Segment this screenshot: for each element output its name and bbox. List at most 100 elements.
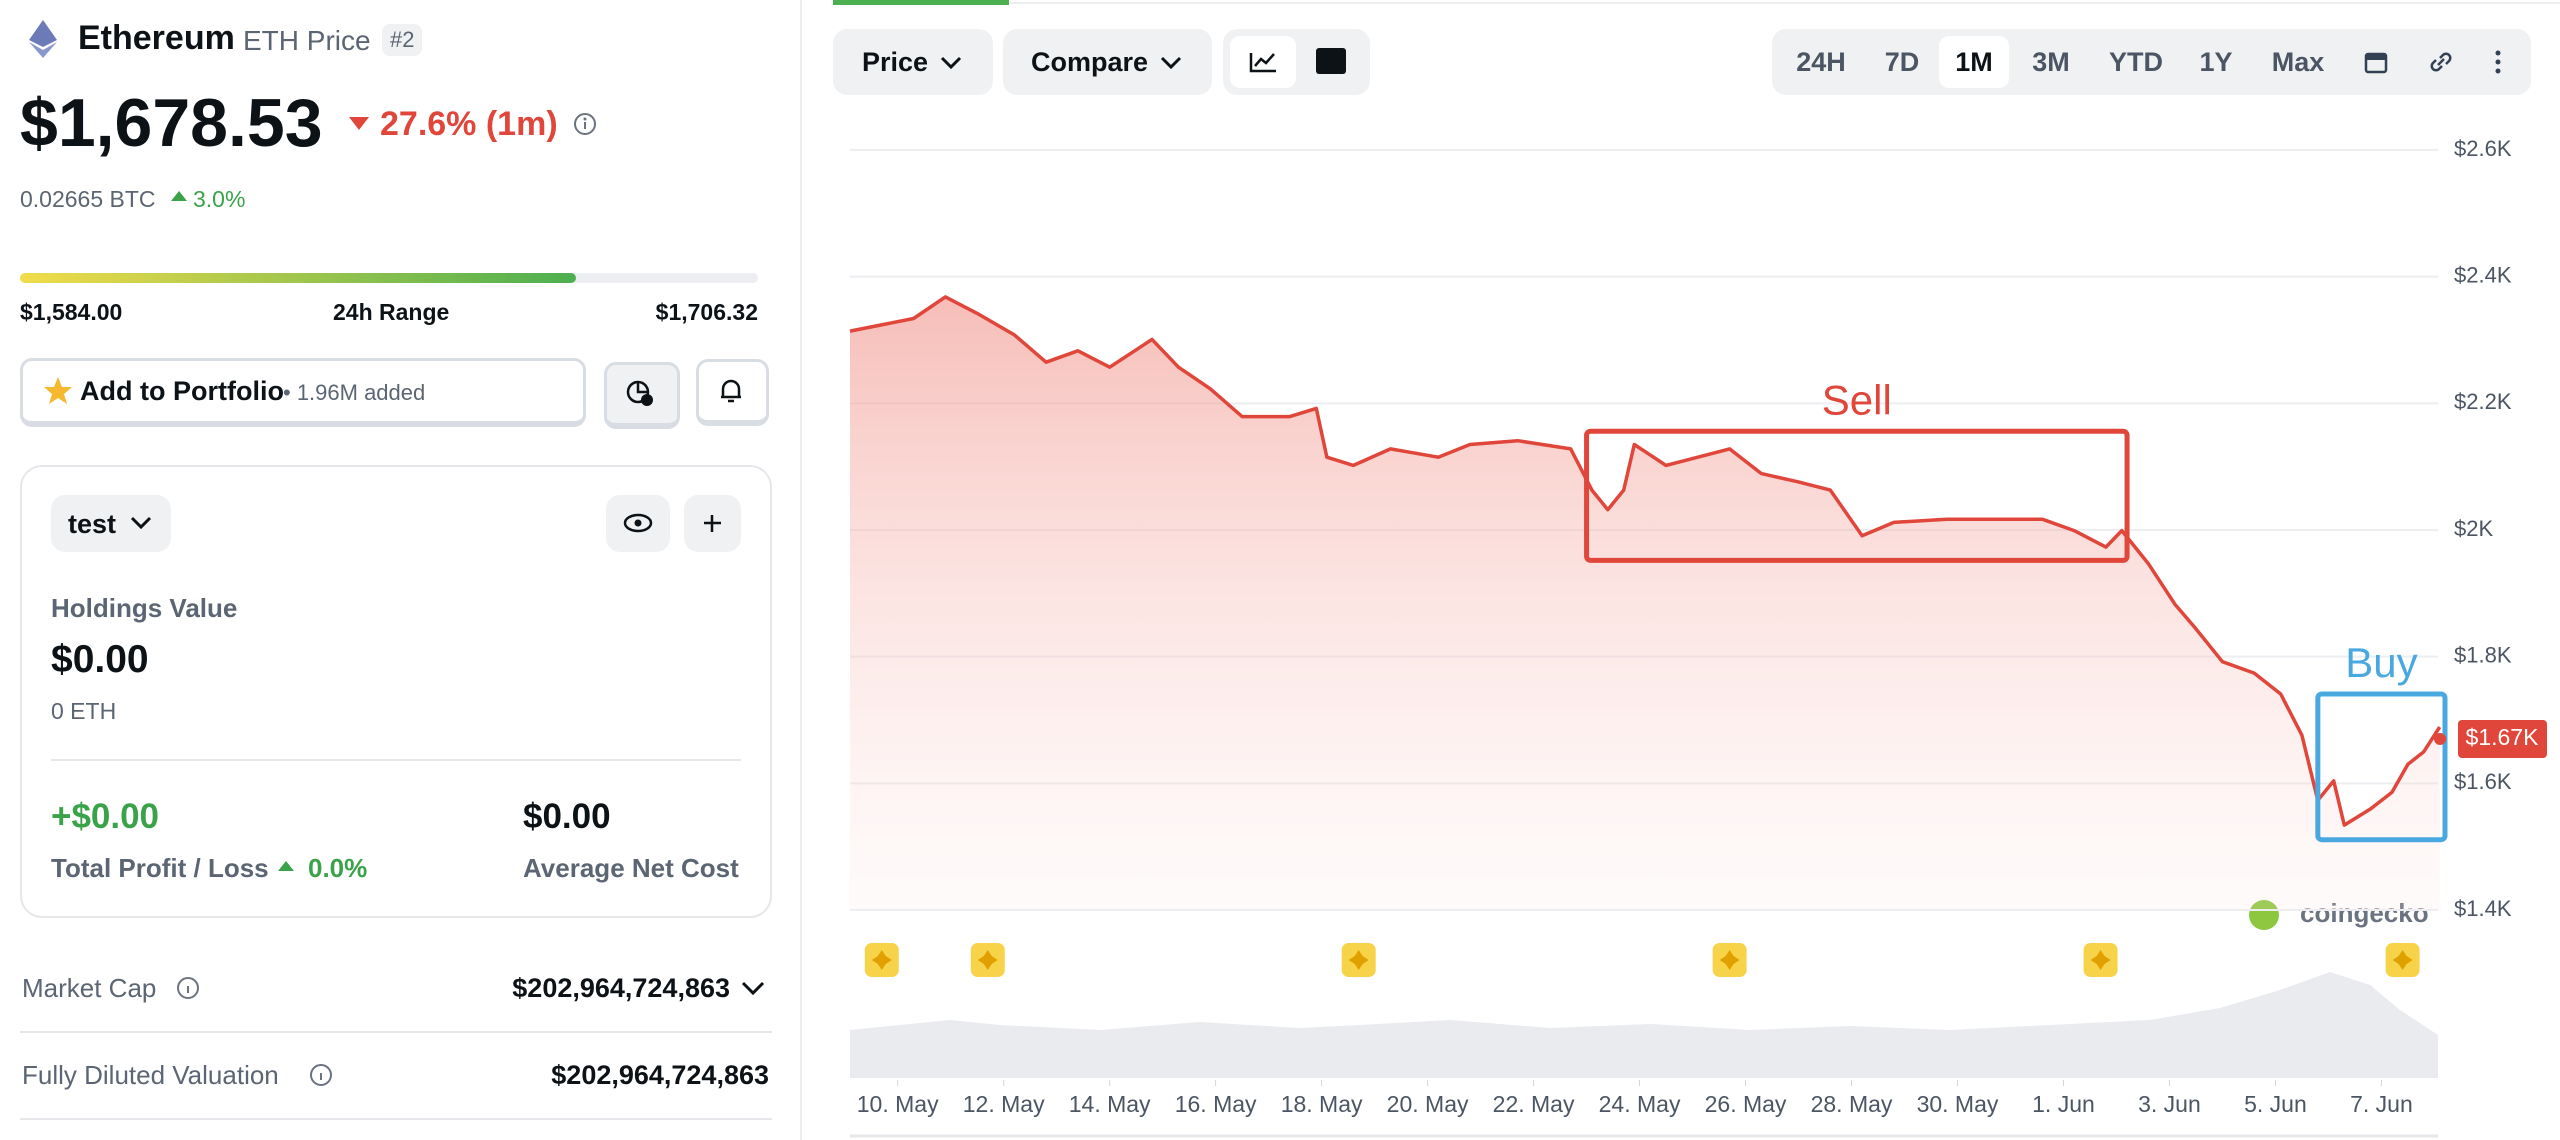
y-tick-label: $1.6K xyxy=(2454,769,2512,794)
range-high: $1,706.32 xyxy=(655,299,758,325)
x-tick-label: 14. May xyxy=(1069,1091,1151,1117)
price-button[interactable] xyxy=(833,29,993,95)
tab-indicator xyxy=(833,0,1009,5)
eth-icon xyxy=(29,20,57,58)
chevron[interactable] xyxy=(741,980,765,996)
volume-area xyxy=(850,972,2438,1078)
up-arrow xyxy=(278,861,294,871)
stat-label: Fully Diluted Valuation xyxy=(22,1060,279,1090)
y-tick-label: $2.6K xyxy=(2454,136,2512,161)
event-star xyxy=(1719,950,1740,970)
top-border xyxy=(833,2,2560,4)
price: $1,678.53 xyxy=(20,85,323,161)
link-button[interactable] xyxy=(2425,46,2457,78)
info-icon[interactable] xyxy=(308,1062,334,1088)
holdings-amount: 0 ETH xyxy=(51,698,117,724)
plus-icon xyxy=(704,515,721,532)
divider xyxy=(20,1031,772,1033)
range-button[interactable]: 1M xyxy=(1939,36,2009,88)
price-line xyxy=(849,295,2442,827)
eye-button[interactable] xyxy=(606,495,670,552)
annotation-box xyxy=(1584,428,2130,563)
price-marker xyxy=(2458,720,2547,758)
avg-value: $0.00 xyxy=(523,797,611,836)
more-button[interactable] xyxy=(2486,46,2510,78)
y-tick-label: $1.4K xyxy=(2454,896,2512,921)
pl-change: 0.0% xyxy=(308,853,368,883)
coin-name: Ethereum xyxy=(78,19,235,57)
line-icon xyxy=(1249,53,1276,73)
portfolio-chart-button[interactable] xyxy=(604,362,680,429)
stat-value: $202,964,724,863 xyxy=(551,1060,769,1090)
price-area xyxy=(850,296,2440,910)
annotation-label: Buy xyxy=(2345,639,2417,686)
stat-label: Market Cap xyxy=(22,973,157,1003)
x-tick-label: 22. May xyxy=(1493,1091,1575,1117)
x-tick-label: 16. May xyxy=(1175,1091,1257,1117)
pl-value: +$0.00 xyxy=(51,797,160,836)
range-fill xyxy=(20,273,576,283)
tradingview-button[interactable] xyxy=(1316,48,1346,74)
pl-label: Total Profit / Loss xyxy=(51,853,269,883)
range-button[interactable]: 1Y xyxy=(2199,47,2233,77)
holdings-label: Holdings Value xyxy=(51,593,238,623)
portfolio-name: test xyxy=(68,509,117,539)
x-tick-label: 5. Jun xyxy=(2244,1091,2307,1117)
star-icon xyxy=(44,377,72,404)
chevron xyxy=(130,516,152,530)
divider xyxy=(20,1118,772,1120)
range-button[interactable]: YTD xyxy=(2109,47,2163,77)
range-low: $1,584.00 xyxy=(20,299,123,325)
add-button[interactable] xyxy=(684,495,741,552)
portfolio-card xyxy=(20,465,772,918)
x-tick-label: 30. May xyxy=(1917,1091,1999,1117)
add-portfolio-label: Add to Portfolio xyxy=(80,376,284,406)
y-tick-label: $2.4K xyxy=(2454,262,2512,287)
x-tick-label: 18. May xyxy=(1281,1091,1363,1117)
alert-button[interactable] xyxy=(696,359,769,426)
event-star xyxy=(2090,950,2111,970)
x-tick-label: 3. Jun xyxy=(2138,1091,2201,1117)
compare-button-label: Compare xyxy=(1031,47,1149,77)
down-arrow xyxy=(349,117,369,130)
range-button[interactable]: 24H xyxy=(1796,47,1846,77)
price-marker-label: $1.67K xyxy=(2466,724,2540,750)
x-tick-label: 28. May xyxy=(1811,1091,1893,1117)
range-button[interactable]: 3M xyxy=(2032,47,2070,77)
annotation-label: Sell xyxy=(1822,376,1892,423)
bell-icon xyxy=(721,379,741,403)
x-tick-label: 7. Jun xyxy=(2350,1091,2413,1117)
range-button[interactable]: 7D xyxy=(1884,47,1920,77)
event-star xyxy=(1348,950,1369,970)
price-dot xyxy=(2434,733,2446,745)
chevron xyxy=(940,56,962,70)
rank-badge: #2 xyxy=(382,24,423,56)
price-change: 27.6% (1m) xyxy=(380,105,558,143)
panel-divider xyxy=(800,0,802,1140)
stat-value: $202,964,724,863 xyxy=(512,973,730,1003)
event-star xyxy=(2392,950,2413,970)
x-tick-label: 20. May xyxy=(1387,1091,1469,1117)
divider xyxy=(51,759,741,761)
line-chart-button[interactable] xyxy=(1230,36,1296,88)
x-tick-label: 10. May xyxy=(857,1091,939,1117)
info-icon[interactable] xyxy=(175,975,201,1001)
x-tick-label: 12. May xyxy=(963,1091,1045,1117)
annotation-box xyxy=(2315,691,2448,843)
range-label: 24h Range xyxy=(333,299,450,325)
info-icon[interactable] xyxy=(573,112,597,136)
calendar-button[interactable] xyxy=(2362,48,2390,76)
portfolio-added: • 1.96M added xyxy=(283,380,426,405)
portfolio-select[interactable] xyxy=(51,495,171,552)
eye-icon xyxy=(623,513,653,533)
range-group xyxy=(1772,29,2531,95)
btc-price: 0.02665 BTC xyxy=(20,186,156,212)
y-tick-label: $2K xyxy=(2454,516,2493,541)
x-tick-label: 26. May xyxy=(1705,1091,1787,1117)
up-arrow xyxy=(171,191,187,201)
range-button[interactable]: Max xyxy=(2271,47,2325,77)
price-button-label: Price xyxy=(862,47,929,77)
add-portfolio-button[interactable] xyxy=(20,358,586,427)
y-tick-label: $1.8K xyxy=(2454,642,2512,667)
